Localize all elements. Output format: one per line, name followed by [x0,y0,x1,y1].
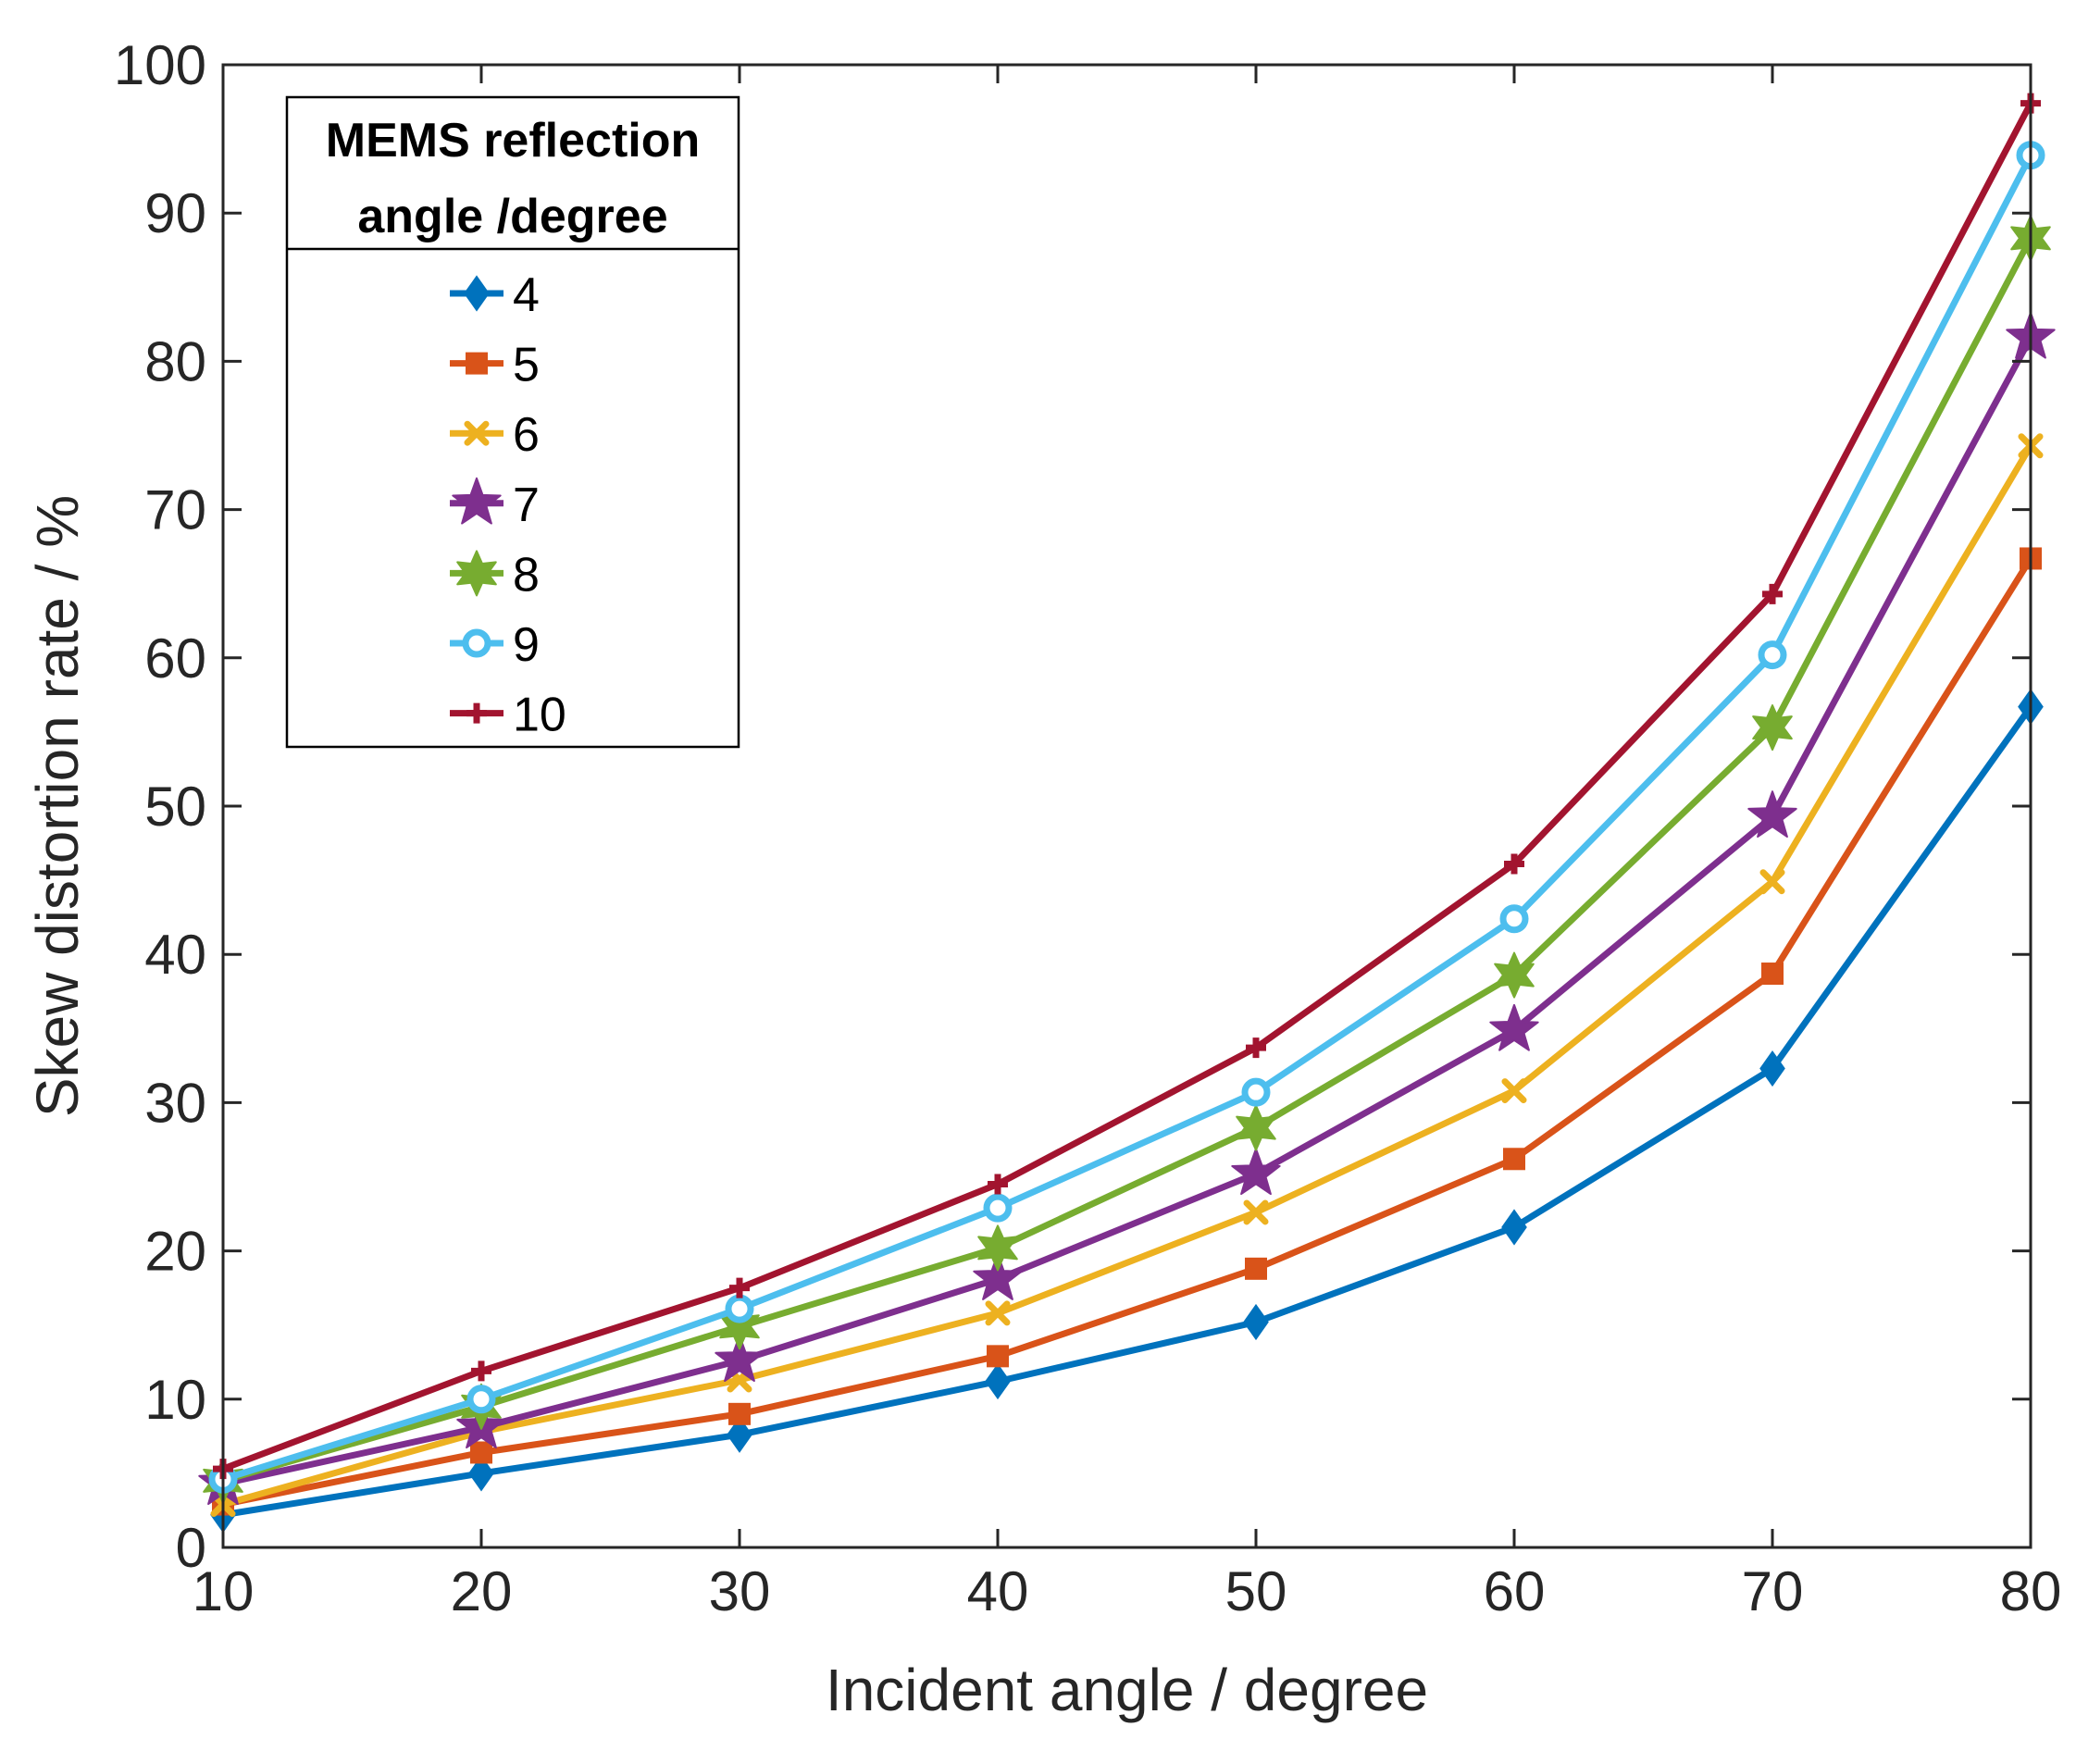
data-point-9-30 [725,1294,754,1323]
data-point-5-30 [728,1402,751,1425]
data-point-4-30 [727,1416,752,1453]
x-axis-label: Incident angle / degree [826,1657,1428,1723]
legend-box [285,95,740,749]
legend-title-line: angle /degree [357,190,667,243]
data-point-8-50 [1236,1104,1276,1151]
y-tick-label: 30 [144,1072,206,1134]
data-point-10-20 [471,1360,491,1382]
data-point-6-70 [1759,869,1785,895]
legend-item-5[interactable]: 5 [450,339,540,392]
data-point-7-40 [973,1253,1023,1300]
data-point-5-60 [1503,1148,1525,1171]
data-point-7-60 [1489,1003,1539,1051]
y-tick-label: 0 [176,1517,206,1579]
data-point-10-60 [1504,853,1524,875]
legend-label-10: 10 [513,689,566,742]
legend-marker-10 [466,702,487,724]
x-tick-label: 80 [2000,1560,2062,1622]
data-point-6-40 [985,1300,1011,1326]
data-point-9-70 [1758,640,1787,670]
data-point-8-40 [977,1224,1018,1272]
y-tick-label: 100 [114,34,206,96]
data-point-9-20 [466,1385,496,1414]
data-point-7-30 [715,1335,765,1382]
data-point-6-50 [1243,1199,1269,1225]
data-point-4-40 [985,1362,1011,1400]
legend-label-9: 9 [513,618,540,672]
data-point-9-40 [983,1193,1013,1223]
legend-item-6[interactable]: 6 [450,408,540,462]
legend-item-8[interactable]: 8 [450,548,540,602]
series-line-8 [222,236,2034,1484]
x-tick-label: 60 [1484,1560,1546,1622]
legend-marker-5 [466,352,488,375]
data-point-8-70 [1752,704,1793,752]
y-tick-label: 20 [144,1221,206,1283]
data-point-4-50 [1243,1303,1269,1341]
y-tick-label: 70 [144,479,206,541]
data-point-5-20 [470,1441,492,1464]
y-tick-label: 50 [144,776,206,838]
y-tick-label: 10 [144,1369,206,1431]
data-point-4-60 [1501,1209,1527,1246]
data-point-6-60 [1501,1078,1527,1104]
data-point-5-70 [1761,963,1784,986]
y-tick-label: 60 [144,627,206,689]
data-point-8-60 [1494,951,1535,999]
series-line-9 [221,154,2034,1483]
legend-marker-8 [456,550,497,597]
data-point-9-60 [1499,904,1529,934]
data-point-4-20 [468,1455,494,1492]
legend-marker-4 [464,275,490,312]
legend-item-9[interactable]: 9 [450,618,540,672]
y-tick-label: 90 [144,182,206,244]
legend-item-7[interactable]: 7 [450,477,540,532]
data-point-9-50 [1241,1077,1271,1107]
x-tick-label: 70 [1742,1560,1804,1622]
legend-title-line: MEMS reflection [326,114,701,168]
data-point-10-40 [988,1174,1008,1195]
legend-item-10[interactable]: 10 [450,689,566,742]
series-line-7 [222,336,2034,1487]
series-line-10 [221,102,2034,1472]
data-point-7-70 [1747,790,1797,839]
y-axis-label: Skew distortion rate / % [24,495,91,1117]
legend-marker-9 [462,628,491,658]
axes-layer: 10 20 30 40 50 60 70 800102030405060708090100In… [24,34,2061,1723]
x-tick-label: 50 [1225,1560,1287,1622]
legend-label-8: 8 [513,548,540,602]
legend-item-4[interactable]: 4 [450,268,540,322]
data-point-5-40 [987,1345,1009,1368]
y-tick-label: 40 [144,924,206,986]
legend-label-6: 6 [513,408,540,462]
y-tick-label: 80 [144,330,206,392]
legend-marker-7 [452,477,502,525]
legend-label-4: 4 [513,268,540,322]
legend-label-5: 5 [513,339,540,392]
data-point-4-70 [1759,1050,1785,1087]
series-line-6 [222,443,2034,1508]
legend-label-7: 7 [513,478,540,532]
data-point-5-50 [1245,1257,1267,1280]
data-point-10-50 [1246,1037,1266,1059]
x-tick-label: 30 [709,1560,771,1622]
x-tick-label: 20 [451,1560,513,1622]
data-point-10-70 [1762,583,1783,604]
data-point-7-50 [1231,1148,1281,1196]
series-6 [210,433,2044,1518]
series-line-5 [222,556,2033,1508]
series-line-4 [222,704,2033,1519]
series-5 [212,547,2042,1516]
legend-marker-6 [464,420,490,446]
x-tick-label: 40 [967,1560,1029,1622]
legend: MEMS reflection angle /degree 4 5 6 7 8 9 10 [285,95,740,749]
data-point-10-30 [729,1277,750,1298]
x-tick-label: 10 [193,1560,255,1622]
series-8 [203,215,2051,1504]
